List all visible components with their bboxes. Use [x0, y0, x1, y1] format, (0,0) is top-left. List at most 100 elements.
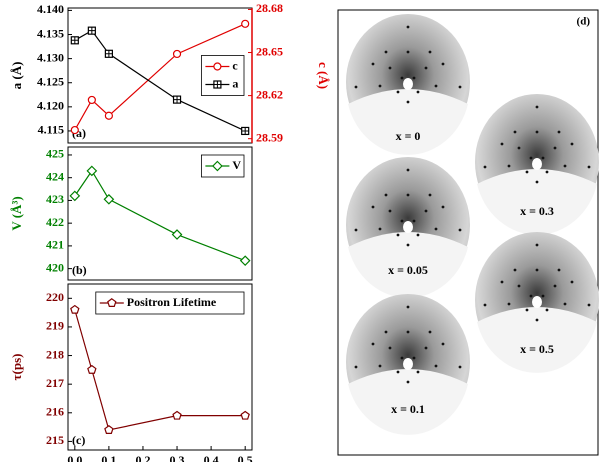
laue-spot	[500, 280, 504, 284]
laue-shadow	[348, 89, 468, 155]
y-tick-label: 216	[46, 405, 64, 419]
laue-spot	[388, 66, 392, 70]
laue-spot	[378, 84, 382, 88]
marker-cross	[241, 127, 249, 135]
laue-spot	[406, 100, 410, 104]
laue-spot	[354, 228, 358, 232]
laue-spot	[428, 330, 432, 334]
laue-spot	[354, 365, 358, 369]
laue-spot	[400, 356, 404, 360]
laue-spot	[587, 165, 591, 169]
marker	[69, 190, 81, 202]
laue-image	[346, 157, 470, 298]
laue-image	[346, 14, 470, 155]
laue-spot	[553, 146, 557, 150]
y-tick-label: 4.125	[37, 74, 64, 88]
x-tick-label: 0.0	[67, 453, 82, 462]
laue-spot	[441, 342, 445, 346]
laue-spot	[384, 193, 388, 197]
y-tick-label: 4.140	[37, 2, 64, 16]
y-tick-label: 218	[46, 347, 64, 361]
laue-spot	[388, 346, 392, 350]
legend-label: V	[232, 158, 241, 172]
laue-image	[346, 294, 470, 435]
y-axis-label: τ(ps)	[9, 354, 24, 381]
laue-spot	[406, 193, 410, 197]
laue-spot	[483, 165, 487, 169]
laue-spot	[396, 90, 400, 94]
x-tick-label: 0.3	[170, 453, 185, 462]
laue-spot	[441, 62, 445, 66]
laue-shadow	[477, 307, 597, 373]
laue-spot	[507, 302, 511, 306]
laue-spot	[529, 156, 533, 160]
x-tick-label: 0.2	[135, 453, 150, 462]
legend-marker	[212, 160, 223, 172]
y-tick-label: 421	[46, 238, 64, 252]
laue-spot	[416, 233, 420, 237]
laue-spot	[384, 50, 388, 54]
laue-spot	[525, 308, 529, 312]
laue-spot	[557, 268, 561, 272]
y-tick-label: 4.130	[37, 50, 64, 64]
laue-spot	[424, 209, 428, 213]
laue-spot	[513, 268, 517, 272]
marker	[103, 193, 115, 205]
legend-label: Positron Lifetime	[127, 295, 217, 309]
legend-marker	[213, 62, 222, 71]
marker	[87, 364, 97, 374]
y-tick-label: 422	[46, 215, 64, 229]
plot-frame	[67, 146, 253, 281]
x-tick-label: 0.5	[238, 453, 253, 462]
laue-spot	[406, 305, 410, 309]
x-tick-label: 0.4	[204, 453, 219, 462]
laue-spot	[557, 130, 561, 134]
laue-beam-stop	[403, 78, 413, 90]
laue-spot	[517, 284, 521, 288]
y-axis-label: a (Å)	[9, 62, 24, 90]
y2-tick-label: 28.65	[256, 44, 283, 58]
laue-spot	[371, 62, 375, 66]
laue-spot	[396, 370, 400, 374]
laue-spot	[371, 205, 375, 209]
laue-spot	[406, 380, 410, 384]
legend-box	[95, 291, 245, 315]
laue-spot	[535, 180, 539, 184]
laue-spot	[406, 330, 410, 334]
y-tick-label: 425	[46, 147, 64, 161]
laue-image	[475, 232, 599, 373]
marker	[172, 49, 182, 59]
y2-tick-label: 28.68	[256, 1, 283, 15]
laue-spot	[378, 364, 382, 368]
marker	[104, 425, 114, 434]
legend-label: c	[232, 58, 238, 72]
laue-spot	[388, 209, 392, 213]
laue-spot	[400, 219, 404, 223]
marker-cross	[213, 81, 221, 88]
panel-label: (c)	[72, 433, 85, 447]
laue-spot	[535, 318, 539, 322]
laue-beam-stop	[532, 158, 542, 170]
laue-beam-stop	[403, 221, 413, 233]
laue-spot	[412, 76, 416, 80]
y2-tick-label: 28.62	[256, 87, 283, 101]
y-tick-label: 217	[46, 376, 64, 390]
laue-spot	[378, 227, 382, 231]
laue-spot	[570, 142, 574, 146]
laue-spot	[354, 85, 358, 89]
laue-beam-stop	[532, 296, 542, 308]
y2-tick-label: 28.59	[256, 130, 283, 144]
laue-spot	[553, 284, 557, 288]
laue-spot	[570, 280, 574, 284]
marker	[104, 111, 113, 120]
panel-label: (b)	[72, 263, 87, 277]
marker-cross	[71, 36, 79, 44]
marker	[86, 165, 98, 177]
y-tick-label: 4.115	[38, 123, 64, 137]
laue-spot	[416, 370, 420, 374]
laue-shadow	[348, 232, 468, 298]
laue-spot	[428, 193, 432, 197]
panel-label: (d)	[577, 16, 591, 28]
laue-spot	[434, 84, 438, 88]
